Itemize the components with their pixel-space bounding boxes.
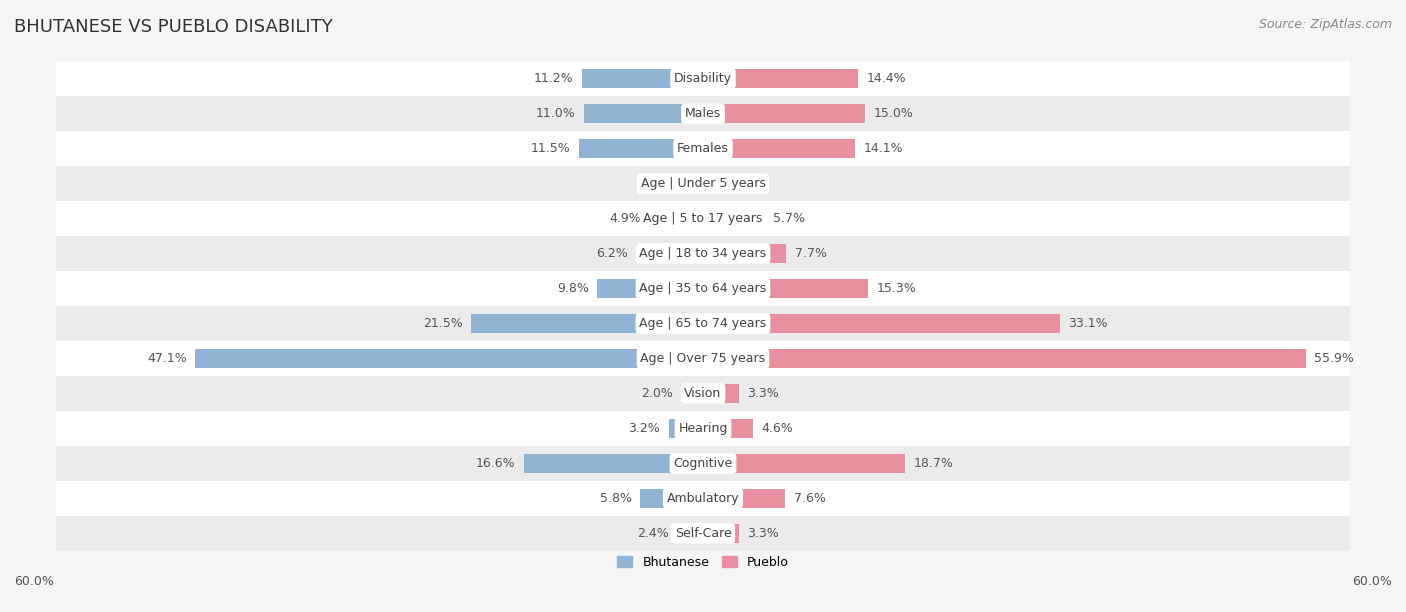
Text: Hearing: Hearing xyxy=(678,422,728,435)
Text: 2.0%: 2.0% xyxy=(641,387,673,400)
Text: 6.2%: 6.2% xyxy=(596,247,627,260)
Bar xyxy=(703,174,717,193)
Text: 15.0%: 15.0% xyxy=(873,107,912,120)
Bar xyxy=(56,411,1350,446)
Bar xyxy=(471,314,703,333)
Bar xyxy=(703,69,858,88)
Bar xyxy=(56,131,1350,166)
Text: 3.3%: 3.3% xyxy=(747,387,779,400)
Text: Males: Males xyxy=(685,107,721,120)
Bar xyxy=(703,209,765,228)
Text: Age | 65 to 74 years: Age | 65 to 74 years xyxy=(640,317,766,330)
Text: 4.9%: 4.9% xyxy=(610,212,641,225)
Text: Age | 5 to 17 years: Age | 5 to 17 years xyxy=(644,212,762,225)
Text: 5.8%: 5.8% xyxy=(600,492,631,505)
Bar xyxy=(598,279,703,298)
Text: Ambulatory: Ambulatory xyxy=(666,492,740,505)
Text: 21.5%: 21.5% xyxy=(423,317,463,330)
Text: Age | 35 to 64 years: Age | 35 to 64 years xyxy=(640,282,766,295)
Bar xyxy=(703,453,904,473)
Bar xyxy=(636,244,703,263)
Legend: Bhutanese, Pueblo: Bhutanese, Pueblo xyxy=(613,551,793,574)
Bar xyxy=(56,96,1350,131)
Bar xyxy=(524,453,703,473)
Text: Self-Care: Self-Care xyxy=(675,527,731,540)
Bar xyxy=(56,271,1350,306)
Text: 14.1%: 14.1% xyxy=(863,142,903,155)
Bar xyxy=(56,516,1350,551)
Bar xyxy=(56,376,1350,411)
Bar xyxy=(56,446,1350,481)
Bar xyxy=(56,236,1350,271)
Text: 4.6%: 4.6% xyxy=(761,422,793,435)
Bar xyxy=(703,419,752,438)
Bar xyxy=(703,314,1060,333)
Text: 9.8%: 9.8% xyxy=(557,282,589,295)
Bar xyxy=(678,524,703,543)
Bar xyxy=(703,384,738,403)
Bar xyxy=(195,349,703,368)
Bar xyxy=(56,166,1350,201)
Text: 16.6%: 16.6% xyxy=(475,457,516,470)
Text: 55.9%: 55.9% xyxy=(1315,352,1354,365)
Text: Age | Over 75 years: Age | Over 75 years xyxy=(641,352,765,365)
Text: 2.4%: 2.4% xyxy=(637,527,668,540)
Bar xyxy=(585,104,703,123)
Bar xyxy=(56,306,1350,341)
Bar xyxy=(703,279,868,298)
Text: 11.2%: 11.2% xyxy=(534,72,574,85)
Bar xyxy=(690,174,703,193)
Text: 3.2%: 3.2% xyxy=(628,422,659,435)
Text: 33.1%: 33.1% xyxy=(1069,317,1108,330)
Bar xyxy=(703,244,786,263)
Text: 11.5%: 11.5% xyxy=(530,142,571,155)
Bar xyxy=(56,201,1350,236)
Text: 11.0%: 11.0% xyxy=(536,107,576,120)
Text: BHUTANESE VS PUEBLO DISABILITY: BHUTANESE VS PUEBLO DISABILITY xyxy=(14,18,333,36)
Text: 1.3%: 1.3% xyxy=(725,177,758,190)
Bar xyxy=(56,61,1350,96)
Bar xyxy=(682,384,703,403)
Text: 14.4%: 14.4% xyxy=(868,72,907,85)
Bar xyxy=(579,139,703,159)
Bar xyxy=(56,341,1350,376)
Bar xyxy=(703,489,785,508)
Bar xyxy=(650,209,703,228)
Text: Cognitive: Cognitive xyxy=(673,457,733,470)
Text: Age | 18 to 34 years: Age | 18 to 34 years xyxy=(640,247,766,260)
Text: 5.7%: 5.7% xyxy=(773,212,806,225)
Text: Females: Females xyxy=(678,142,728,155)
Bar xyxy=(582,69,703,88)
Text: 18.7%: 18.7% xyxy=(914,457,953,470)
Bar xyxy=(641,489,703,508)
Text: 60.0%: 60.0% xyxy=(1353,575,1392,588)
Bar xyxy=(56,481,1350,516)
Text: 7.6%: 7.6% xyxy=(793,492,825,505)
Bar xyxy=(703,139,855,159)
Text: 60.0%: 60.0% xyxy=(14,575,53,588)
Bar xyxy=(703,104,865,123)
Text: 15.3%: 15.3% xyxy=(876,282,917,295)
Text: Source: ZipAtlas.com: Source: ZipAtlas.com xyxy=(1258,18,1392,31)
Text: Age | Under 5 years: Age | Under 5 years xyxy=(641,177,765,190)
Bar xyxy=(703,524,738,543)
Text: 47.1%: 47.1% xyxy=(146,352,187,365)
Text: Disability: Disability xyxy=(673,72,733,85)
Bar xyxy=(703,349,1306,368)
Text: 3.3%: 3.3% xyxy=(747,527,779,540)
Text: 1.2%: 1.2% xyxy=(650,177,682,190)
Text: Vision: Vision xyxy=(685,387,721,400)
Text: 7.7%: 7.7% xyxy=(794,247,827,260)
Bar xyxy=(668,419,703,438)
